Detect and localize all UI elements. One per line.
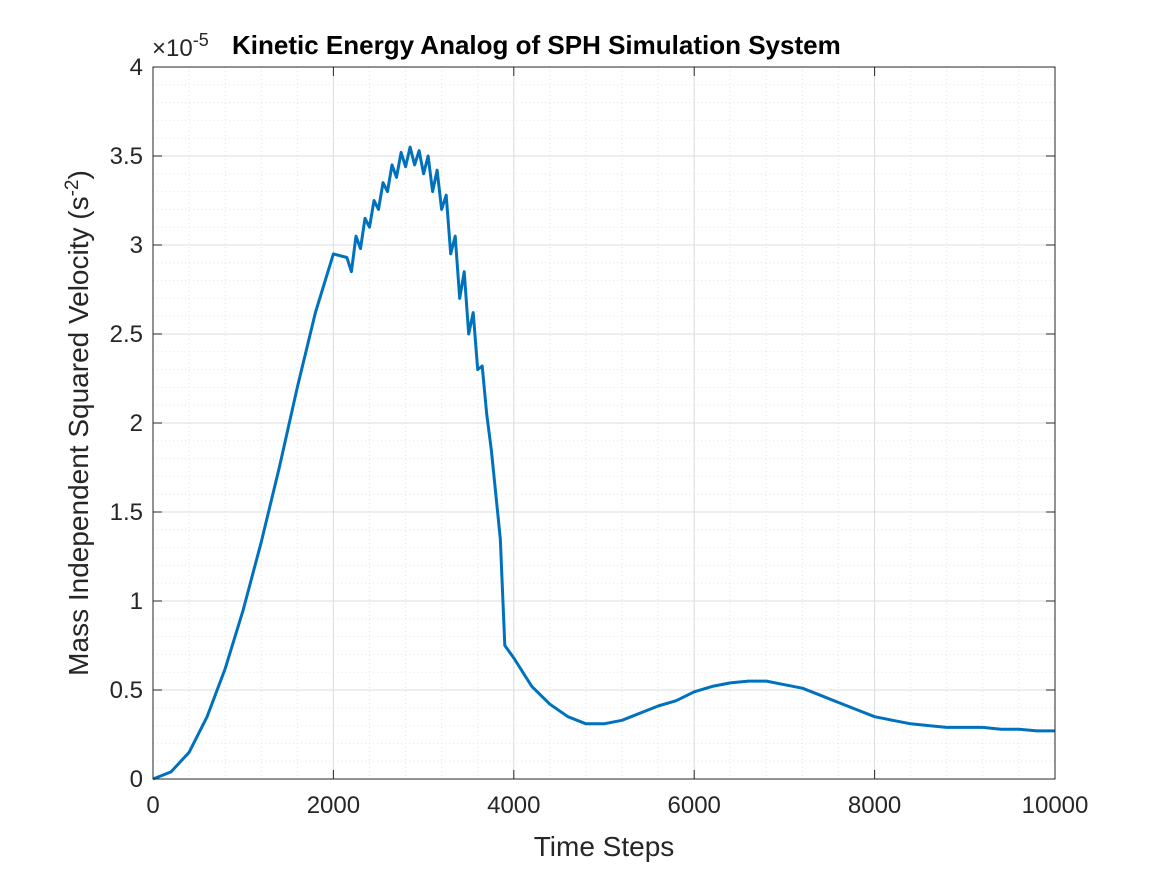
x-tick-label: 8000 [848, 792, 901, 819]
y-tick-labels: 0 0.5 1 1.5 2 2.5 3 3.5 4 [110, 54, 143, 793]
x-tick-label: 0 [146, 792, 159, 819]
x-tick-label: 10000 [1022, 792, 1089, 819]
y-tick-label: 3.5 [110, 143, 143, 170]
y-tick-label: 2 [130, 410, 143, 437]
y-tick-label: 3 [130, 232, 143, 259]
x-tick-label: 2000 [307, 792, 360, 819]
x-tick-label: 6000 [668, 792, 721, 819]
chart-title: Kinetic Energy Analog of SPH Simulation … [232, 30, 841, 60]
y-tick-label: 1.5 [110, 499, 143, 526]
y-multiplier-base: ×10 [152, 35, 193, 62]
y-axis-label: Mass Independent Squared Velocity (s-2) [62, 170, 94, 676]
y-tick-label: 1 [130, 588, 143, 615]
x-tick-label: 4000 [487, 792, 540, 819]
axis-ticks [152, 66, 1056, 780]
y-axis-label-suffix: ) [63, 170, 94, 179]
y-multiplier-exponent: -5 [193, 30, 209, 50]
y-tick-label: 0.5 [110, 677, 143, 704]
y-tick-label: 2.5 [110, 321, 143, 348]
y-axis-label-superscript: -2 [62, 180, 83, 197]
y-tick-label: 0 [130, 766, 143, 793]
x-axis-label: Time Steps [534, 831, 675, 862]
y-tick-label: 4 [130, 54, 143, 81]
x-tick-labels: 0 2000 4000 6000 8000 10000 [146, 792, 1088, 819]
y-axis-label-main: Mass Independent Squared Velocity (s [63, 196, 94, 675]
y-multiplier: ×10-5 [152, 30, 209, 62]
series-line [152, 145, 1055, 781]
